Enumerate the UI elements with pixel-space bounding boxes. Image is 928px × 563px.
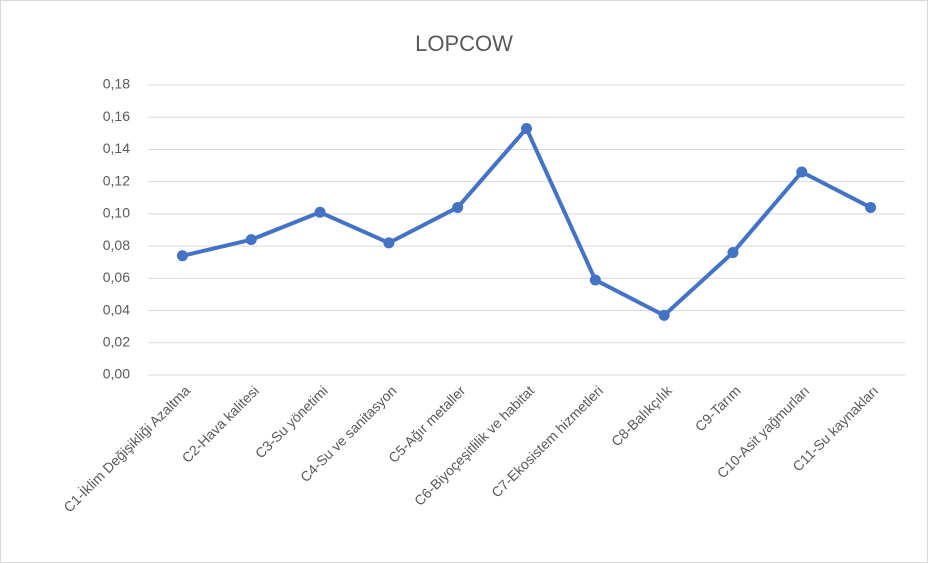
data-point xyxy=(245,234,257,246)
y-tick-label: 0,06 xyxy=(103,269,130,285)
data-point xyxy=(521,123,532,134)
chart-title: LOPCOW xyxy=(415,31,513,56)
data-point xyxy=(176,250,188,262)
data-point xyxy=(589,274,601,286)
data-point xyxy=(796,166,808,178)
data-point xyxy=(658,309,670,321)
y-tick-label: 0,12 xyxy=(103,172,130,188)
y-tick-label: 0,14 xyxy=(103,140,130,156)
y-tick-label: 0,08 xyxy=(103,237,130,253)
y-tick-label: 0,16 xyxy=(103,108,130,124)
data-point xyxy=(865,201,877,213)
y-tick-label: 0,10 xyxy=(103,205,130,221)
data-point xyxy=(383,237,395,249)
y-tick-label: 0,02 xyxy=(103,333,130,349)
y-tick-label: 0,04 xyxy=(103,301,130,317)
data-point xyxy=(314,206,326,218)
data-point xyxy=(727,247,739,259)
y-tick-label: 0,18 xyxy=(103,76,130,92)
data-point xyxy=(452,201,464,213)
y-tick-label: 0,00 xyxy=(103,366,130,382)
